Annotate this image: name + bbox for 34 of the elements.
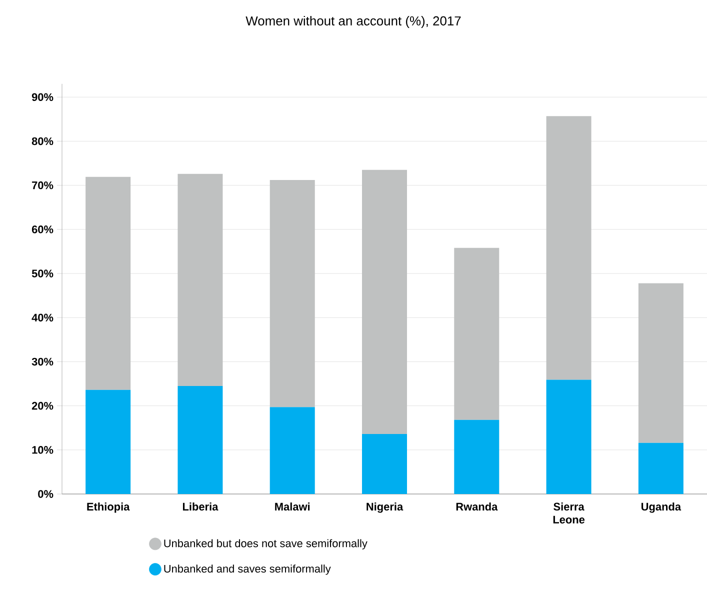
x-tick-label: Malawi (275, 502, 310, 511)
y-tick-label: 50% (32, 270, 54, 278)
bar (454, 420, 500, 494)
x-tick-label: Rwanda (456, 502, 498, 511)
x-tick-label: Sierra Leone (553, 502, 585, 524)
bar (178, 174, 223, 386)
y-tick-label: 20% (32, 402, 54, 410)
x-tick-label: Ethiopia (87, 502, 130, 513)
y-tick-label: 10% (32, 446, 54, 454)
y-tick-label: 80% (32, 137, 54, 146)
x-tick-label: Uganda (641, 502, 682, 513)
bar (270, 407, 315, 494)
chart-title: Women without an account (%), 2017 (246, 16, 461, 28)
y-tick-label: 40% (32, 314, 54, 322)
y-tick-label: 90% (32, 93, 54, 101)
y-tick-label: 0% (38, 490, 54, 498)
legend-label: Unbanked and saves semiformally (164, 564, 331, 575)
bar (546, 380, 592, 494)
y-tick-label: 70% (32, 181, 54, 190)
bar (362, 434, 408, 494)
bar (454, 248, 500, 420)
bar (362, 170, 408, 434)
y-tick-label: 30% (32, 358, 54, 366)
bar (638, 442, 684, 494)
bar (86, 390, 131, 494)
bar (546, 116, 592, 380)
bar (86, 176, 131, 390)
legend-label: Unbanked but does not save semiformally (164, 539, 368, 550)
x-tick-label: Nigeria (366, 502, 404, 513)
x-tick-label: Liberia (182, 502, 218, 511)
bar (178, 386, 223, 494)
bar (270, 180, 315, 408)
y-tick-label: 60% (32, 226, 54, 234)
bar (638, 283, 684, 443)
